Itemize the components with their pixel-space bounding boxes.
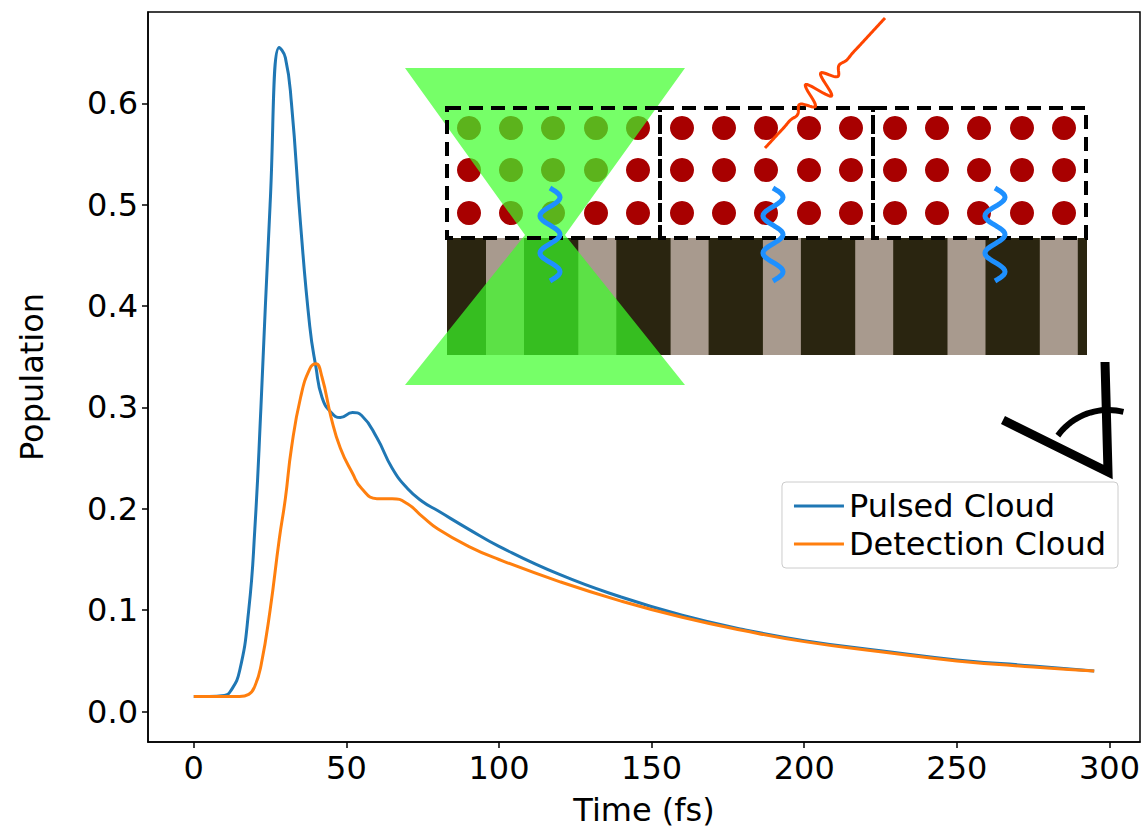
svg-text:0.5: 0.5	[87, 186, 138, 224]
svg-text:0.0: 0.0	[87, 693, 138, 731]
svg-text:250: 250	[926, 749, 987, 787]
svg-text:Pulsed Cloud: Pulsed Cloud	[849, 487, 1055, 525]
svg-text:150: 150	[621, 749, 682, 787]
svg-text:0.1: 0.1	[87, 591, 138, 629]
svg-text:0.3: 0.3	[87, 388, 138, 426]
svg-text:100: 100	[468, 749, 529, 787]
svg-text:0.6: 0.6	[87, 84, 138, 122]
svg-text:0.4: 0.4	[87, 287, 138, 325]
svg-text:50: 50	[326, 749, 367, 787]
svg-text:Population: Population	[13, 293, 51, 461]
svg-text:0.2: 0.2	[87, 490, 138, 528]
svg-text:Time (fs): Time (fs)	[572, 791, 714, 829]
svg-text:0: 0	[184, 749, 204, 787]
svg-text:200: 200	[774, 749, 835, 787]
svg-text:300: 300	[1079, 749, 1140, 787]
svg-text:Detection Cloud: Detection Cloud	[849, 525, 1106, 563]
